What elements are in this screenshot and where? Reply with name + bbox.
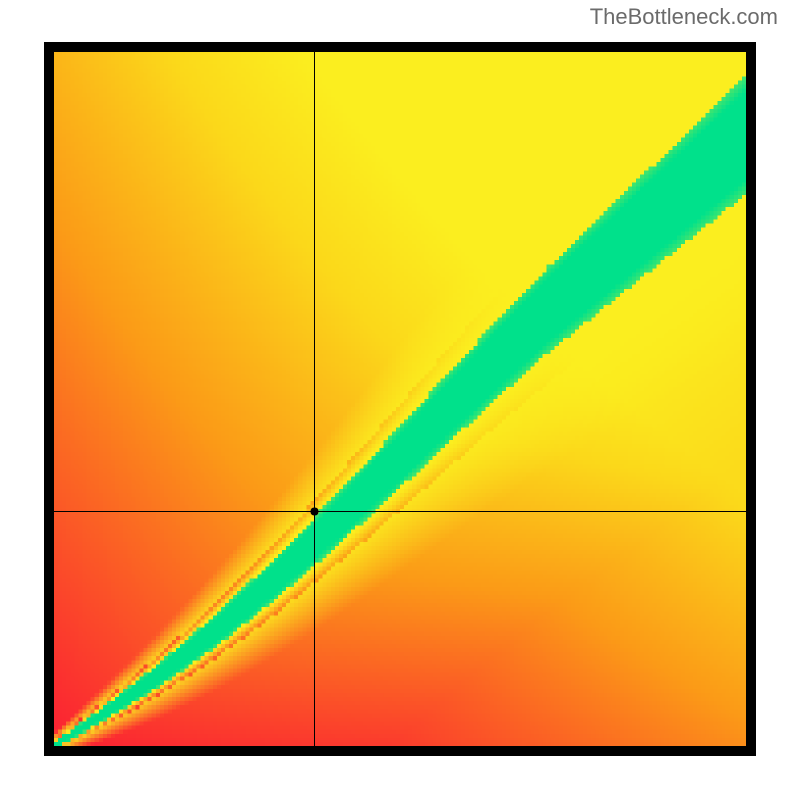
plot-border	[44, 42, 756, 756]
plot-area	[54, 52, 746, 746]
watermark-text: TheBottleneck.com	[590, 4, 778, 30]
crosshair-overlay	[54, 52, 746, 746]
figure-frame: TheBottleneck.com	[0, 0, 800, 800]
